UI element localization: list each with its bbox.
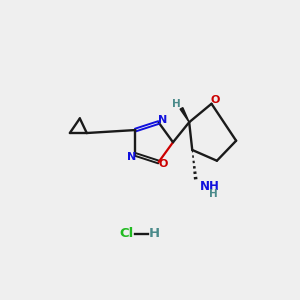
Text: H: H: [149, 227, 160, 240]
Text: H: H: [209, 189, 218, 199]
Text: O: O: [159, 159, 168, 169]
Text: O: O: [211, 95, 220, 105]
Polygon shape: [180, 108, 189, 122]
Text: N: N: [127, 152, 136, 162]
Text: NH: NH: [200, 180, 220, 193]
Text: N: N: [158, 115, 167, 125]
Text: Cl: Cl: [120, 227, 134, 240]
Text: H: H: [172, 99, 181, 109]
